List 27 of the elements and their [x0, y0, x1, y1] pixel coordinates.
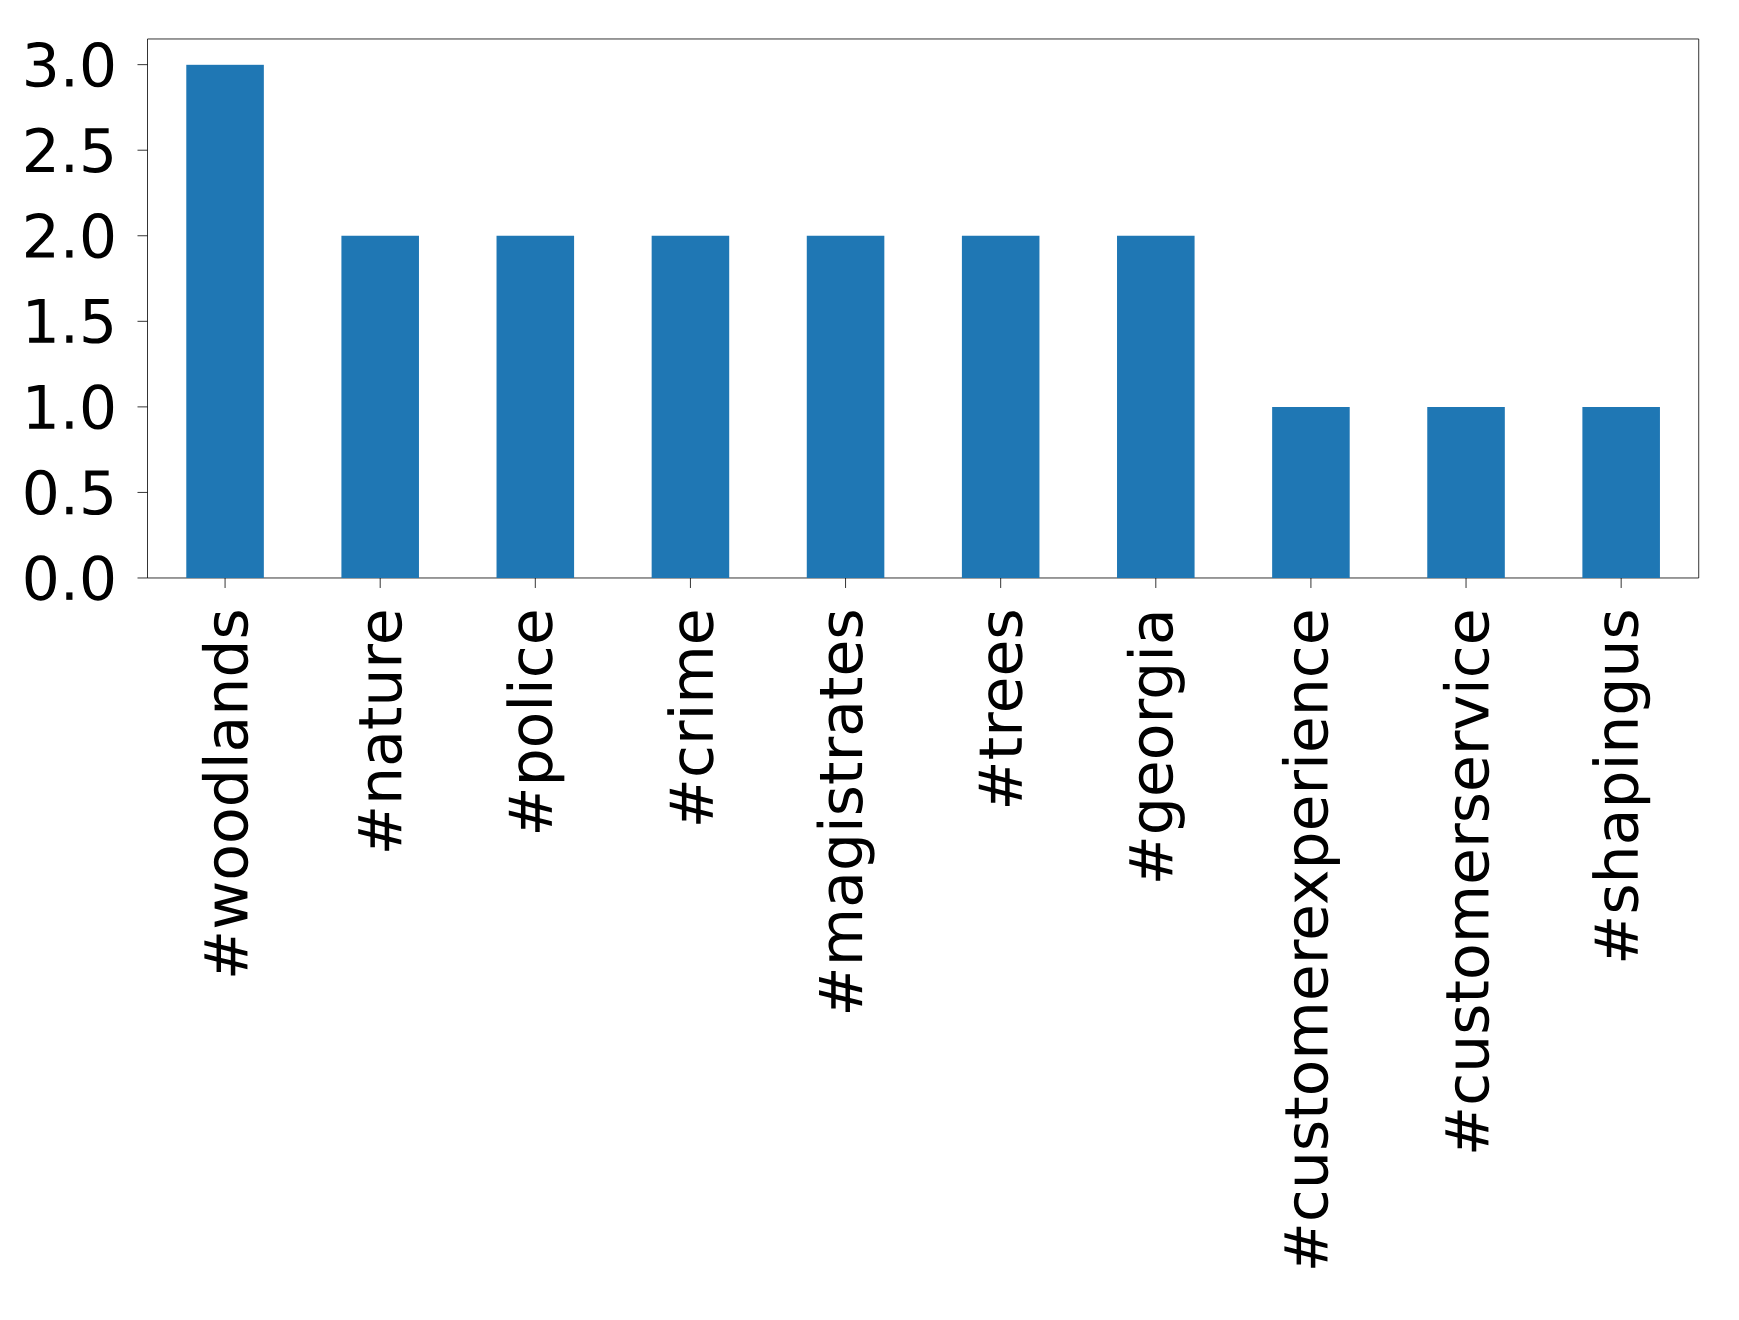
y-tick-label: 1.5 — [28, 299, 112, 344]
x-tick-label: #woodlands — [201, 611, 249, 976]
x-tick-label: #magistrates — [816, 611, 875, 1012]
bar — [1117, 235, 1195, 578]
bar — [961, 235, 1040, 578]
y-tick-label: 0.5 — [25, 469, 112, 516]
y-tick-label: 2.0 — [26, 213, 114, 259]
bar — [651, 235, 730, 578]
x-tick-label: #police — [506, 611, 565, 833]
x-tick-label: #trees — [978, 611, 1023, 806]
y-tick-label: 1.0 — [28, 384, 114, 430]
x-tick-label: #georgia — [1126, 613, 1185, 881]
x-tick-label: #crime — [667, 611, 714, 824]
bar — [186, 64, 264, 578]
x-tick-label: #shapingus — [1592, 611, 1651, 961]
x-tick-label: #customerservice — [1442, 611, 1490, 1152]
bar — [1427, 406, 1505, 578]
bar — [1272, 406, 1350, 578]
y-tick-label: 0.0 — [25, 555, 114, 601]
x-tick-label: #nature — [358, 611, 403, 851]
bar — [806, 235, 885, 578]
x-tick-label: #customerexperience — [1281, 611, 1340, 1268]
y-tick-label: 3.0 — [26, 41, 114, 88]
bar — [1582, 406, 1660, 578]
bar — [496, 235, 575, 578]
y-tick-label: 2.5 — [26, 127, 112, 173]
bar — [341, 235, 419, 578]
